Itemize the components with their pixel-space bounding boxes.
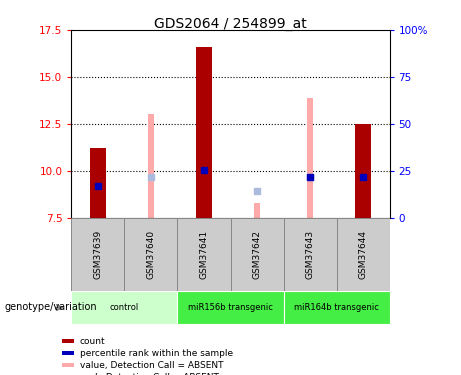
Bar <box>337 217 390 291</box>
Text: miR164b transgenic: miR164b transgenic <box>294 303 379 312</box>
Text: GSM37642: GSM37642 <box>253 230 261 279</box>
Text: GSM37640: GSM37640 <box>147 230 155 279</box>
Bar <box>196 47 212 217</box>
Bar <box>90 148 106 217</box>
Text: rank, Detection Call = ABSENT: rank, Detection Call = ABSENT <box>80 373 219 375</box>
Bar <box>71 217 124 291</box>
Text: value, Detection Call = ABSENT: value, Detection Call = ABSENT <box>80 361 224 370</box>
Text: miR156b transgenic: miR156b transgenic <box>188 303 273 312</box>
Bar <box>177 291 284 324</box>
Bar <box>62 339 74 343</box>
Bar <box>284 291 390 324</box>
Text: GDS2064 / 254899_at: GDS2064 / 254899_at <box>154 17 307 31</box>
Text: GSM37639: GSM37639 <box>94 230 102 279</box>
Bar <box>62 363 74 368</box>
Bar <box>177 217 230 291</box>
Text: count: count <box>80 337 106 346</box>
Bar <box>230 217 284 291</box>
Text: genotype/variation: genotype/variation <box>5 303 97 312</box>
Bar <box>71 291 177 324</box>
Bar <box>307 98 313 218</box>
Bar <box>355 124 371 218</box>
Bar <box>62 351 74 355</box>
Bar <box>124 217 177 291</box>
Bar <box>148 114 154 218</box>
Text: percentile rank within the sample: percentile rank within the sample <box>80 349 233 358</box>
Bar <box>284 217 337 291</box>
Bar <box>254 202 260 217</box>
Text: control: control <box>110 303 139 312</box>
Text: GSM37643: GSM37643 <box>306 230 314 279</box>
Text: GSM37644: GSM37644 <box>359 230 367 279</box>
Text: GSM37641: GSM37641 <box>200 230 208 279</box>
